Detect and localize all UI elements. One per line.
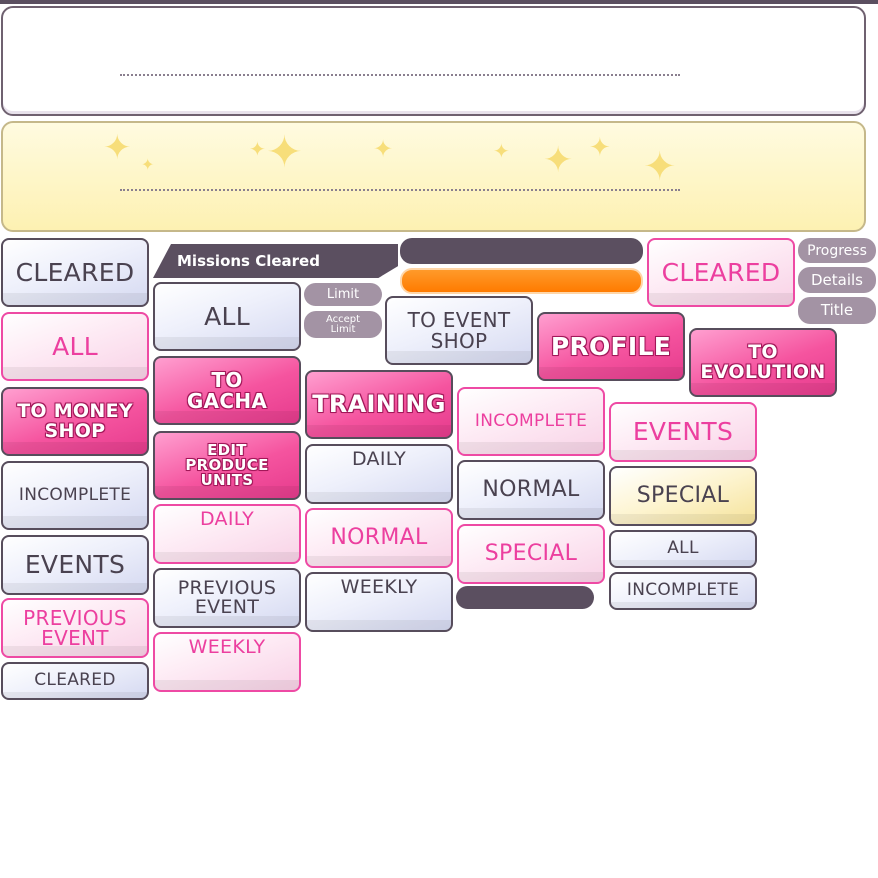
accept-limit-pill: Accept Limit bbox=[304, 311, 382, 338]
previous-event-button-pink[interactable]: PREVIOUS EVENT bbox=[1, 598, 149, 658]
incomplete-button[interactable]: INCOMPLETE bbox=[1, 461, 149, 530]
missions-cleared-ribbon: Missions Cleared bbox=[153, 244, 398, 278]
title-pill[interactable]: Title bbox=[798, 297, 876, 324]
previous-event-button[interactable]: PREVIOUS EVENT bbox=[153, 568, 301, 628]
sparkle-icon: ✦ bbox=[643, 144, 677, 190]
cleared-button-small[interactable]: CLEARED bbox=[1, 662, 149, 700]
cleared-button-pink[interactable]: CLEARED bbox=[647, 238, 795, 307]
events-button-pink[interactable]: EVENTS bbox=[609, 402, 757, 462]
to-event-shop-button[interactable]: TO EVENT SHOP bbox=[385, 296, 533, 365]
special-button-pink[interactable]: SPECIAL bbox=[457, 524, 605, 584]
profile-button[interactable]: PROFILE bbox=[537, 312, 685, 381]
all-button[interactable]: ALL bbox=[153, 282, 301, 351]
incomplete-button-pink[interactable]: INCOMPLETE bbox=[457, 387, 605, 456]
all-button-pink[interactable]: ALL bbox=[1, 312, 149, 381]
limit-pill: Limit bbox=[304, 283, 382, 306]
incomplete-button-small[interactable]: INCOMPLETE bbox=[609, 572, 757, 610]
weekly-button-pink[interactable]: WEEKLY bbox=[153, 632, 301, 692]
sparkle-icon: ✦ bbox=[373, 135, 394, 163]
daily-button-pink[interactable]: DAILY bbox=[153, 504, 301, 564]
ribbon-label: Missions Cleared bbox=[177, 252, 320, 270]
dotted-divider bbox=[120, 189, 680, 191]
cleared-button-large[interactable]: CLEARED bbox=[1, 238, 149, 307]
edit-produce-units-button[interactable]: EDIT PRODUCE UNITS bbox=[153, 431, 301, 500]
progress-pill[interactable]: Progress bbox=[798, 238, 876, 263]
daily-button[interactable]: DAILY bbox=[305, 444, 453, 504]
progress-track-dark bbox=[400, 238, 643, 264]
special-button-gold[interactable]: SPECIAL bbox=[609, 466, 757, 526]
sparkle-icon: ✦ bbox=[103, 128, 132, 168]
sparkle-icon: ✦ bbox=[493, 139, 510, 163]
progress-bar-orange bbox=[400, 268, 643, 294]
top-border-line bbox=[0, 0, 878, 4]
weekly-button[interactable]: WEEKLY bbox=[305, 572, 453, 632]
to-money-shop-button[interactable]: TO MONEY SHOP bbox=[1, 387, 149, 456]
sparkle-icon: ✦ bbox=[141, 155, 155, 174]
all-button-small[interactable]: ALL bbox=[609, 530, 757, 568]
details-pill[interactable]: Details bbox=[798, 267, 876, 293]
training-button[interactable]: TRAINING bbox=[305, 370, 453, 439]
to-gacha-button[interactable]: TO GACHA bbox=[153, 356, 301, 425]
sparkle-icon: ✦ bbox=[266, 127, 303, 178]
info-panel-yellow: ✦ ✦ ✦ ✦ ✦ ✦ ✦ ✦ ✦ bbox=[1, 121, 866, 232]
to-evolution-button[interactable]: TO EVOLUTION bbox=[689, 328, 837, 397]
events-button[interactable]: EVENTS bbox=[1, 535, 149, 595]
info-panel-white bbox=[1, 6, 866, 116]
sparkle-icon: ✦ bbox=[589, 133, 611, 163]
normal-button-pink[interactable]: NORMAL bbox=[305, 508, 453, 568]
normal-button[interactable]: NORMAL bbox=[457, 460, 605, 520]
sparkle-icon: ✦ bbox=[543, 140, 574, 181]
progress-track-small bbox=[456, 586, 594, 609]
dotted-divider bbox=[120, 74, 680, 76]
sparkle-icon: ✦ bbox=[249, 137, 266, 161]
